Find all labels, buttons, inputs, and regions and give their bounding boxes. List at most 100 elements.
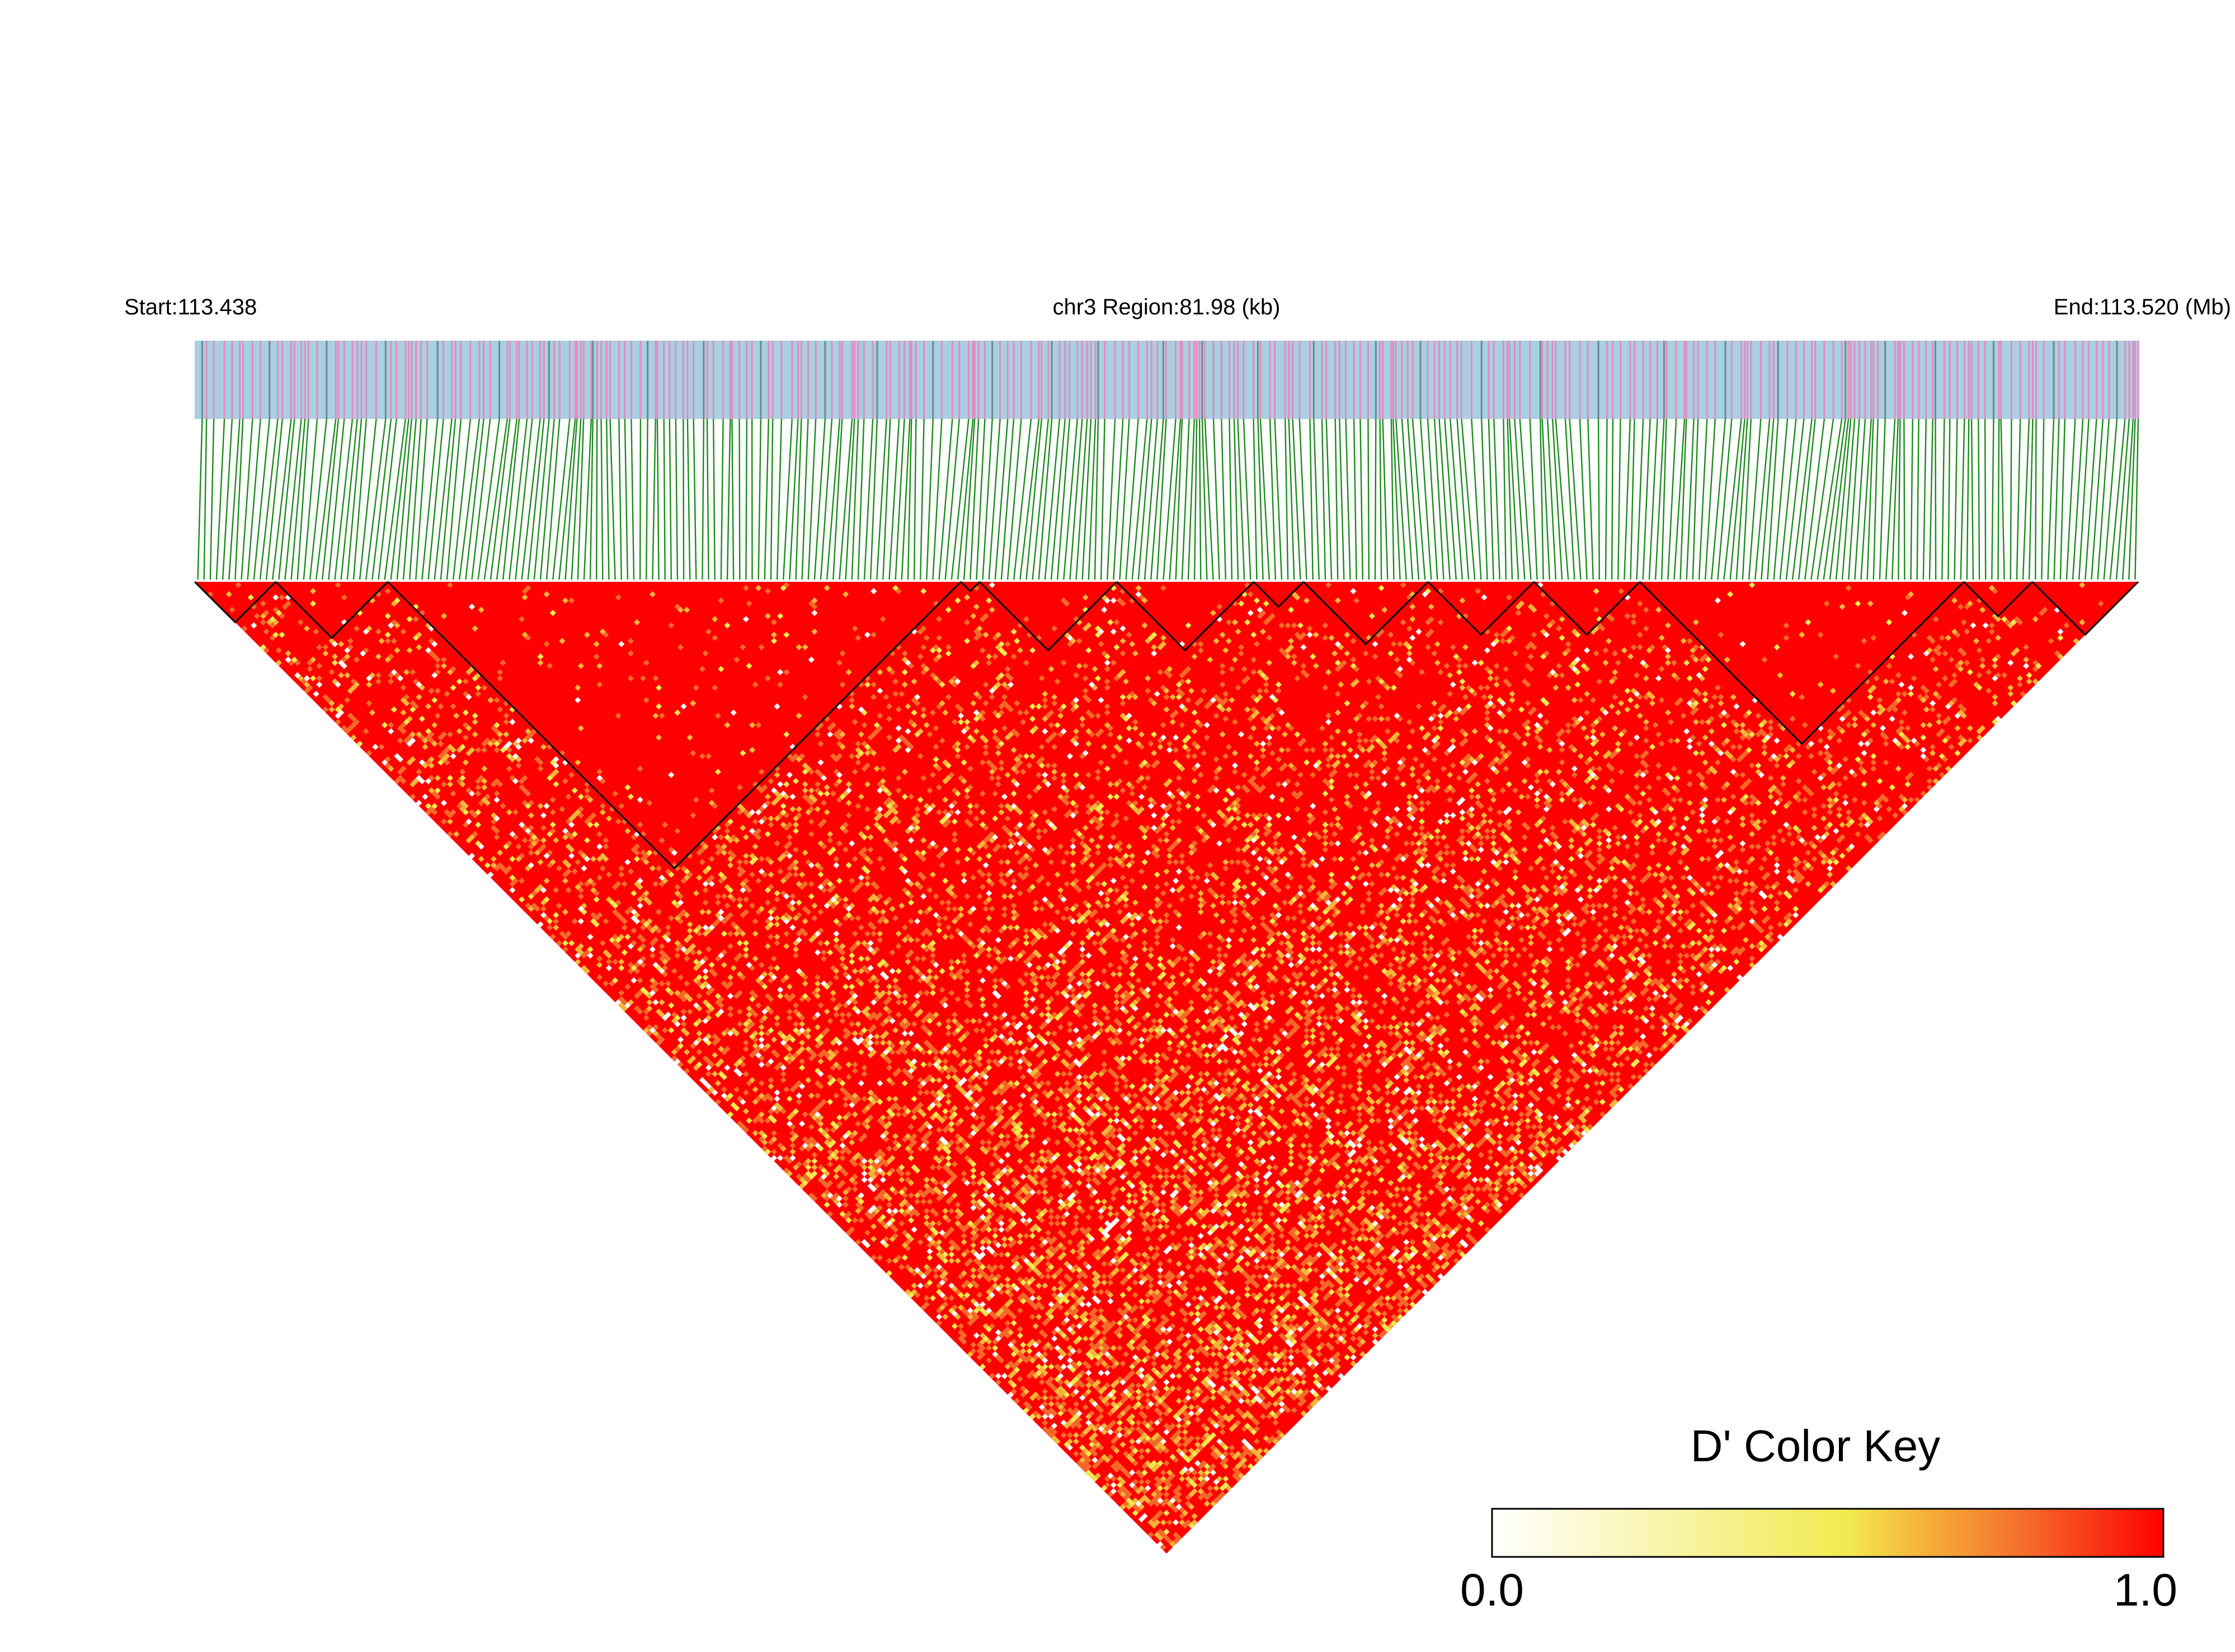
ld-cell [394,778,401,784]
ld-cell [742,1108,749,1115]
ld-cell [577,893,584,900]
ld-cell [303,688,310,694]
ld-cells [207,582,2104,1551]
ld-cell [531,902,538,909]
ld-cell [721,1074,728,1080]
snp-connector [1761,418,1775,580]
ld-cell [811,1151,818,1158]
snp-connector [919,418,925,580]
snp-connector [1006,418,1022,580]
snp-connector [346,418,363,580]
ld-cell [1110,1488,1117,1495]
ld-cell [328,700,335,707]
ld-cell [1138,1453,1145,1460]
ld-cell [1057,1366,1064,1373]
ld-cell [506,809,512,816]
ld-cell [839,1155,846,1161]
ld-cell [519,896,525,903]
ld-cell [627,968,634,975]
ld-cell [992,1351,999,1358]
ld-cell [303,675,310,682]
ld-cell [316,662,323,669]
ld-cell [297,675,304,682]
ld-cell [879,1214,886,1221]
snp-connector [1488,418,1494,580]
snp-connector [876,418,887,580]
ld-cell [1082,1391,1089,1398]
ld-cell [603,949,609,956]
ld-cell [1054,1363,1061,1370]
ld-cell [1145,1485,1151,1491]
snp-connector [1829,418,1850,580]
ld-cell [1166,1481,1173,1489]
ld-cell [986,1307,992,1314]
ld-cell [770,1117,778,1124]
snp-connector [378,418,397,580]
ld-cell [814,1142,821,1149]
ld-cell [1088,1397,1095,1404]
ld-cell [263,647,270,654]
ld-cell [1066,1432,1073,1439]
ld-cell [459,806,466,812]
snp-connector [1767,418,1779,580]
ld-cell [808,1123,815,1130]
ld-cell [1173,1519,1179,1526]
ld-cell [537,859,544,865]
ld-cell [733,1105,740,1112]
snp-connector [2085,418,2097,580]
ld-cell [942,1314,949,1320]
ld-cell [998,1314,1005,1320]
ld-cell [973,1282,980,1289]
ld-cell [883,1223,890,1230]
ld-cell [366,700,373,707]
ld-cell [1135,1507,1142,1513]
ld-cell [979,1351,986,1358]
snp-connector [1044,418,1061,580]
ld-cell [789,1111,796,1118]
ld-cell [843,1170,849,1177]
snp-track [195,341,2139,419]
snp-connector [832,418,843,580]
snp-connector [976,418,986,580]
ld-cell [693,1039,699,1046]
snp-connector [706,418,709,580]
ld-cell [783,1086,790,1093]
ld-cell [353,656,360,663]
ld-cell [855,1239,862,1245]
ld-cell [721,1049,728,1056]
snp-connector [1966,418,1970,580]
snp-connector [1253,418,1258,580]
snp-connector [340,418,358,580]
ld-cell [805,1170,812,1177]
ld-cell [615,999,622,1006]
snp-connector [1198,418,1202,580]
ld-cell [843,1195,849,1202]
snp-connector [2134,418,2139,580]
ld-cell [662,1027,669,1034]
ld-cell [621,1005,628,1012]
ld-cell [967,1351,973,1358]
ld-cell [755,1114,762,1121]
ld-cell [1051,1410,1058,1417]
ld-cell [1008,1329,1014,1336]
snp-connector [209,418,215,580]
ld-cell [497,849,504,856]
ld-cell [845,1186,852,1193]
ld-cell [805,1164,812,1171]
ld-cell [879,1220,886,1227]
ld-cell [506,865,512,872]
snp-connector [1150,418,1164,580]
ld-cell [338,709,345,716]
ld-cell [1051,1429,1058,1436]
ld-cell [821,1167,827,1174]
ld-cell [861,1239,868,1245]
ld-cell [1163,1528,1170,1535]
snp-tick-marks [201,341,2139,419]
ld-cell [581,909,587,915]
ld-cell [472,831,478,837]
ld-cell [1091,1425,1098,1432]
ld-cell [1014,1348,1020,1354]
ld-cell [792,1133,799,1140]
ld-cell [269,622,276,629]
ld-cell [1054,1376,1061,1382]
